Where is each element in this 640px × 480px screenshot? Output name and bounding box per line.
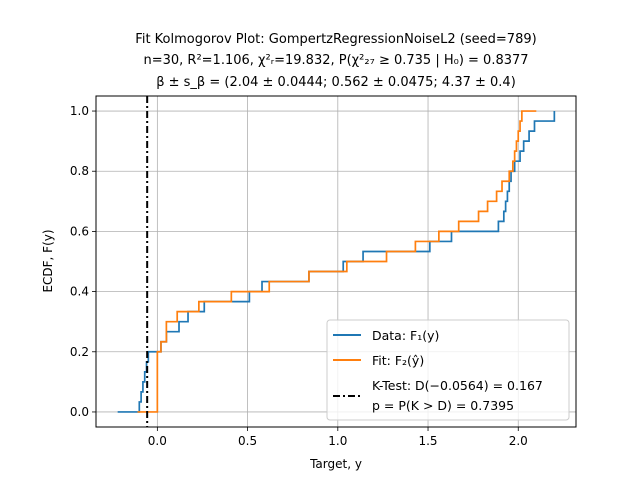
- title-line-1: Fit Kolmogorov Plot: GompertzRegressionN…: [135, 32, 536, 47]
- title-line-2: n=30, R²=1.106, χ²ᵣ=19.832, P(χ²₂₇ ≥ 0.7…: [143, 53, 528, 68]
- x-tick-label: 0.0: [148, 434, 167, 448]
- legend: Data: F₁(y) Fit: F₂(ŷ) K-Test: D(−0.0564…: [327, 320, 569, 420]
- y-tick-label: 0.8: [70, 164, 89, 178]
- x-tick-label: 0.5: [238, 434, 257, 448]
- y-axis-ticks: 0.0 0.2 0.4 0.6 0.8 1.0: [70, 104, 96, 419]
- x-tick-label: 2.0: [509, 434, 528, 448]
- x-tick-label: 1.5: [418, 434, 437, 448]
- y-tick-label: 1.0: [70, 104, 89, 118]
- y-tick-label: 0.2: [70, 345, 89, 359]
- y-tick-label: 0.6: [70, 224, 89, 238]
- x-axis-ticks: 0.0 0.5 1.0 1.5 2.0: [148, 427, 528, 448]
- x-axis-label: Target, y: [309, 457, 362, 471]
- title-line-3: β ± s_β = (2.04 ± 0.0444; 0.562 ± 0.0475…: [156, 75, 516, 90]
- legend-label-ktest-1: K-Test: D(−0.0564) = 0.167: [372, 378, 543, 393]
- legend-label-data: Data: F₁(y): [372, 328, 439, 343]
- y-tick-label: 0.0: [70, 405, 89, 419]
- x-tick-label: 1.0: [328, 434, 347, 448]
- legend-label-fit: Fit: F₂(ŷ): [372, 353, 424, 368]
- legend-label-ktest-2: p = P(K > D) = 0.7395: [372, 398, 514, 413]
- y-tick-label: 0.4: [70, 285, 89, 299]
- chart-title: Fit Kolmogorov Plot: GompertzRegressionN…: [135, 32, 536, 90]
- y-axis-label: ECDF, F(y): [41, 229, 55, 292]
